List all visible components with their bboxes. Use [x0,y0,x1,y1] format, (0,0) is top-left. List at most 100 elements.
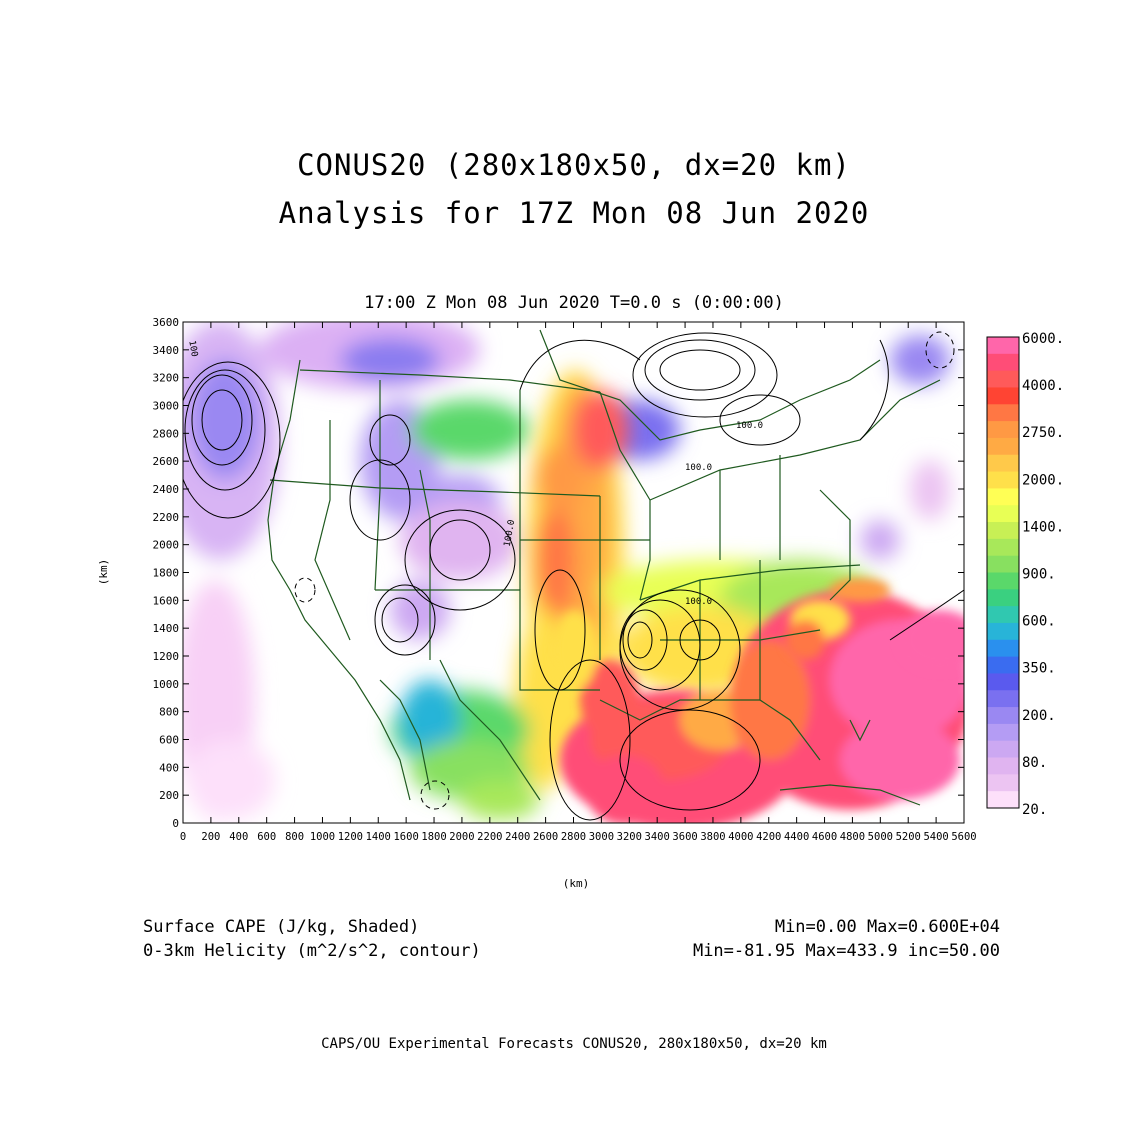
y-tick-label: 1000 [153,678,180,691]
y-tick-label: 200 [159,789,179,802]
x-tick-label: 1800 [421,831,446,843]
colorbar-swatch [987,555,1019,573]
y-tick-label: 2000 [153,539,180,552]
colorbar-swatch [987,387,1019,405]
colorbar-label: 20. [1022,802,1047,818]
x-tick-label: 4600 [812,831,837,843]
y-tick-label: 1200 [153,650,180,663]
colorbar-label: 1400. [1022,519,1064,535]
colorbar-swatch [987,589,1019,607]
figure-title: CONUS20 (280x180x50, dx=20 km) [297,148,851,182]
colorbar-label: 6000. [1022,331,1064,347]
x-tick-label: 1200 [338,831,363,843]
x-tick-label: 3600 [672,831,697,843]
colorbar: 6000. 4000. 2750. 2000. 1400. 900. 600. 350. 200… [986,331,1064,818]
y-tick-label: 400 [159,761,179,774]
plot-time-label: 17:00 Z Mon 08 Jun 2020 T=0.0 s (0:00:00… [364,293,784,313]
colorbar-label: 2000. [1022,472,1064,488]
y-tick-label: 1600 [153,594,180,607]
x-tick-label: 2600 [533,831,558,843]
colorbar-swatch [987,656,1019,674]
y-tick-label: 1400 [153,622,180,635]
x-tick-label: 2200 [477,831,502,843]
contour-stats: Min=-81.95 Max=433.9 inc=50.00 [692,941,1000,961]
colorbar-label: 350. [1022,661,1056,677]
y-tick-label: 3600 [153,316,180,329]
figure-subtitle-analysis: Analysis for 17Z Mon 08 Jun 2020 [278,196,870,230]
x-tick-label: 3200 [617,831,642,843]
colorbar-swatch [987,757,1019,775]
contour-label: 100.0 [685,463,712,473]
x-tick-label: 800 [285,831,304,843]
x-tick-label: 1600 [393,831,418,843]
colorbar-swatch [987,606,1019,624]
y-axis-label: (km) [97,559,110,586]
colorbar-swatch [987,707,1019,725]
colorbar-swatch [987,538,1019,557]
colorbar-swatch [987,421,1019,439]
colorbar-swatch [987,471,1019,489]
colorbar-swatch [987,723,1019,742]
x-tick-label: 5600 [951,831,976,843]
colorbar-swatch [987,690,1019,708]
colorbar-swatch [987,740,1019,759]
y-tick-label: 3200 [153,372,180,385]
colorbar-swatch [987,488,1019,506]
x-tick-label: 2800 [561,831,586,843]
x-tick-label: 5400 [923,831,948,843]
colorbar-swatch [987,337,1019,355]
y-tick-label: 800 [159,706,179,719]
y-tick-label: 2600 [153,455,180,468]
contour-field-label: 0-3km Helicity (m^2/s^2, contour) [143,941,481,961]
x-tick-label: 1000 [310,831,335,843]
colorbar-label: 600. [1022,614,1056,630]
contour-label: 100.0 [685,597,712,607]
footer-credit: CAPS/OU Experimental Forecasts CONUS20, … [321,1036,827,1052]
colorbar-label: 2750. [1022,425,1064,441]
y-tick-label: 2800 [153,427,180,440]
x-tick-label: 3000 [589,831,614,843]
y-tick-label: 1800 [153,567,180,580]
colorbar-swatch [987,505,1019,523]
contour-label: 100 [186,340,199,358]
colorbar-swatch [987,454,1019,473]
colorbar-label: 200. [1022,708,1056,724]
y-tick-label: 3400 [153,344,180,357]
x-tick-label: 0 [180,831,186,843]
contour-label: 100.0 [736,421,763,431]
x-tick-label: 1400 [366,831,391,843]
y-axis: 0 200 400 600 800 1000 1200 1400 1600 1800 2000 220… [153,316,964,830]
x-tick-label: 2400 [505,831,530,843]
colorbar-frame [986,336,1020,809]
helicity-contours [183,331,964,821]
y-tick-label: 2400 [153,483,180,496]
shaded-stats: Min=0.00 Max=0.600E+04 [774,917,1000,937]
geographic-boundaries [267,329,941,806]
x-axis-label: (km) [563,877,590,890]
colorbar-swatch [987,353,1019,372]
colorbar-swatch [987,404,1019,422]
x-tick-label: 4000 [728,831,753,843]
colorbar-label: 900. [1022,567,1056,583]
y-tick-label: 0 [172,817,179,830]
x-axis: 0 200 400 600 800 1000 1200 1400 1600 1800 2000 220… [180,322,977,843]
colorbar-swatch [987,622,1019,641]
y-tick-label: 600 [159,734,179,747]
x-tick-label: 2000 [449,831,474,843]
y-tick-label: 2200 [153,511,180,524]
colorbar-label: 80. [1022,755,1047,771]
x-tick-label: 600 [257,831,276,843]
x-tick-label: 200 [201,831,220,843]
colorbar-swatch [987,791,1019,809]
x-tick-label: 4200 [756,831,781,843]
colorbar-swatch [987,572,1019,590]
contour-labels: 100 100.0 100.0 100.0 100.0 [186,340,763,607]
colorbar-swatch [987,639,1019,658]
cape-shading [183,322,964,823]
x-tick-label: 400 [229,831,248,843]
contour-label: 100.0 [503,519,518,547]
x-tick-label: 3400 [645,831,670,843]
colorbar-swatch [987,774,1019,792]
x-tick-label: 4800 [840,831,865,843]
